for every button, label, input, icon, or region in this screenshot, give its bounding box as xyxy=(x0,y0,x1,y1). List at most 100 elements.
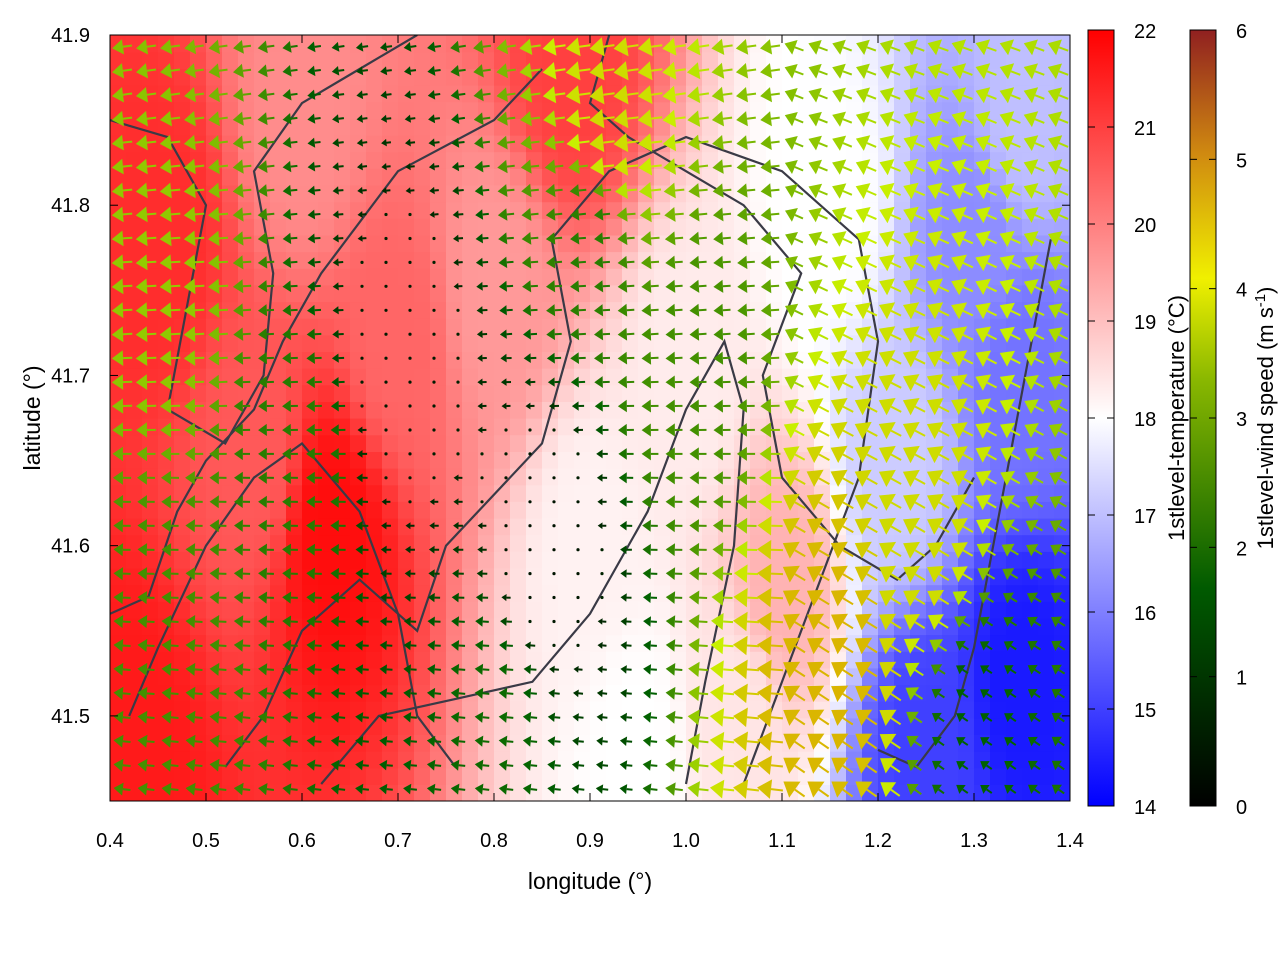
temperature-cell xyxy=(590,784,607,801)
temperature-cell xyxy=(590,268,607,286)
wind-vector-shaft xyxy=(482,212,489,216)
temperature-cell xyxy=(526,218,543,236)
temperature-cell xyxy=(222,134,239,153)
temperature-cell xyxy=(302,151,319,169)
temperature-cell xyxy=(398,601,415,619)
wind-vector-shaft xyxy=(122,644,131,647)
wind-vector-shaft xyxy=(362,69,369,72)
wind-vector-shaft xyxy=(290,92,298,96)
wind-vector-shaft xyxy=(626,260,635,264)
wind-vector-shaft xyxy=(122,164,133,168)
temperature-cell xyxy=(414,201,431,219)
temperature-cell xyxy=(494,767,511,785)
wind-vector-shaft xyxy=(146,140,157,144)
temperature-cell xyxy=(1006,767,1023,785)
wind-vector-shaft xyxy=(674,716,683,719)
temperature-cell xyxy=(750,501,767,519)
temperature-cell xyxy=(414,401,431,419)
wind-vector-shaft xyxy=(170,620,179,623)
wind-vector-shaft xyxy=(698,92,710,96)
wind-vector-shaft xyxy=(723,788,735,792)
temperature-cell xyxy=(414,168,431,186)
temperature-cell xyxy=(622,384,639,402)
temperature-cell xyxy=(638,218,655,236)
wind-vector-shaft xyxy=(698,116,709,120)
wind-vector-shaft xyxy=(554,788,561,791)
temperature-cell xyxy=(574,651,591,669)
temperature-cell xyxy=(750,334,767,352)
wind-vector-shaft xyxy=(434,740,442,743)
wind-vector-shaft xyxy=(554,236,563,240)
temperature-cell xyxy=(750,85,767,103)
temperature-cell xyxy=(398,301,415,319)
temperature-cell xyxy=(270,35,287,53)
wind-vector-shaft xyxy=(146,236,157,240)
wind-vector-shaft xyxy=(674,788,683,792)
temperature-cell xyxy=(254,434,271,452)
temperature-cell xyxy=(126,468,143,486)
wind-vector xyxy=(360,356,364,360)
wind-vector-shaft xyxy=(290,140,298,144)
temperature-cell xyxy=(382,551,399,569)
wind-vector xyxy=(432,428,436,432)
temperature-cell xyxy=(414,35,431,53)
temperature-cell xyxy=(510,717,527,735)
temperature-cell xyxy=(382,234,399,253)
temperature-cell xyxy=(446,168,463,186)
wind-vector-shaft xyxy=(218,116,228,120)
wind-vector-shaft xyxy=(698,788,709,792)
temperature-cell xyxy=(494,351,511,369)
wind-vector-shaft xyxy=(218,788,227,791)
temperature-cell xyxy=(558,151,575,169)
wind-vector-shaft xyxy=(194,164,205,168)
temperature-cell xyxy=(990,684,1007,702)
temperature-cell xyxy=(526,584,543,602)
wind-vector-shaft xyxy=(362,788,370,791)
temperature-cell xyxy=(590,534,607,552)
temperature-cell xyxy=(350,184,367,203)
temperature-cell xyxy=(574,767,591,785)
wind-vector-shaft xyxy=(290,44,298,48)
temperature-cell xyxy=(126,484,143,502)
wind-vector-shaft xyxy=(410,788,418,791)
temperature-cell xyxy=(158,767,175,785)
temperature-cell xyxy=(174,101,191,119)
wind-vector-shaft xyxy=(146,668,155,671)
wind-vector-shaft xyxy=(338,764,346,767)
wind-vector-shaft xyxy=(674,140,686,144)
temperature-cell xyxy=(222,484,239,502)
temperature-cell xyxy=(414,251,431,269)
temperature-cell xyxy=(606,584,623,602)
temperature-cell xyxy=(654,534,671,552)
temperature-cell xyxy=(750,318,767,336)
wind-vector xyxy=(384,236,388,241)
temperature-cell xyxy=(462,201,479,219)
temperature-cell xyxy=(654,584,671,602)
temperature-cell xyxy=(414,734,431,752)
temperature-cell xyxy=(302,551,319,569)
wind-vector-shaft xyxy=(386,45,393,48)
temperature-cell xyxy=(286,168,303,186)
temperature-cell xyxy=(414,468,431,486)
temperature-cell xyxy=(766,51,783,69)
temperature-cell xyxy=(558,617,575,636)
temperature-cell xyxy=(446,601,463,619)
temperature-cell xyxy=(894,767,911,785)
wind-vector xyxy=(432,452,436,456)
wind-vector xyxy=(576,595,580,600)
temperature-cell xyxy=(382,418,399,436)
wind-vector-shaft xyxy=(458,788,466,791)
wind-vector-shaft xyxy=(122,668,131,671)
temperature-cell xyxy=(158,601,175,619)
wind-vector-shaft xyxy=(554,212,563,216)
temperature-cell xyxy=(222,601,239,619)
temperature-cell xyxy=(366,601,383,619)
temperature-cell xyxy=(702,451,719,469)
wind-vector-shaft xyxy=(506,740,514,743)
temperature-cell xyxy=(414,651,431,669)
temperature-cell xyxy=(414,85,431,103)
temperature-cell xyxy=(734,218,751,236)
wind-vector-shaft xyxy=(458,764,466,767)
temperature-cell xyxy=(302,168,319,186)
wind-vector-shaft xyxy=(651,116,663,120)
